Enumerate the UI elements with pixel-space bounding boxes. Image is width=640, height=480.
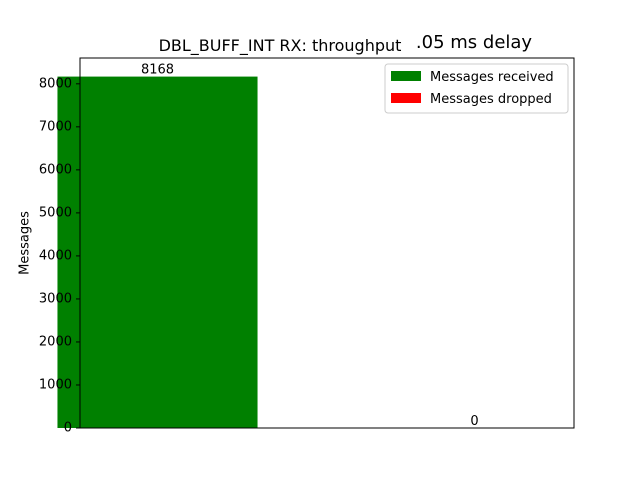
legend-swatch-received: [391, 71, 421, 81]
plot-frame: [79, 57, 575, 429]
chart-title: DBL_BUFF_INT RX: throughput: [159, 36, 402, 56]
y-tick-label: 1000: [39, 377, 72, 392]
y-tick-label: 5000: [39, 205, 72, 220]
bar-messages-received: [57, 76, 258, 428]
y-tick-label: 6000: [39, 162, 72, 177]
chart-subtitle: .05 ms delay: [416, 32, 533, 53]
legend: Messages received Messages dropped: [384, 63, 569, 114]
y-tick-label: 2000: [39, 334, 72, 349]
data-labels-group: 8168 0: [141, 63, 479, 429]
y-tick-label: 4000: [39, 248, 72, 263]
legend-box: [384, 63, 569, 114]
y-tick-label: 0: [64, 421, 72, 436]
legend-label-received: Messages received: [430, 70, 554, 85]
data-label-messages-dropped: 0: [470, 414, 478, 429]
data-label-messages-received: 8168: [141, 63, 174, 78]
y-tick-label: 8000: [39, 76, 72, 91]
legend-label-dropped: Messages dropped: [430, 92, 552, 107]
bars-group: [57, 76, 258, 428]
legend-swatch-dropped: [391, 93, 421, 103]
y-axis-label: Messages: [18, 211, 33, 275]
y-tick-label: 3000: [39, 291, 72, 306]
y-tick-label: 7000: [39, 119, 72, 134]
y-axis-ticks: 0 1000 2000 3000 4000 5000 6000 7000 8000: [39, 76, 80, 436]
